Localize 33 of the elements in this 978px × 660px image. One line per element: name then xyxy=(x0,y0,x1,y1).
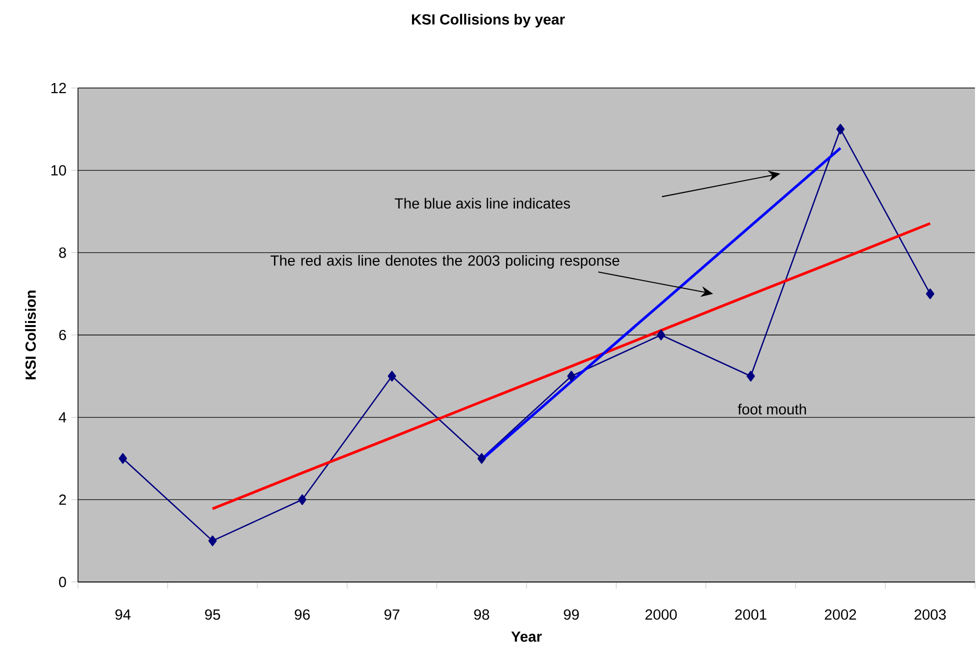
y-tick-label: 6 xyxy=(59,330,66,340)
y-tick-label: 4 xyxy=(58,412,66,422)
point xyxy=(926,288,934,300)
x-tick-label: 2002 xyxy=(824,609,856,620)
point xyxy=(208,535,217,546)
x-tick-label: 99 xyxy=(564,609,579,620)
x-tick-label: 96 xyxy=(294,609,310,620)
point xyxy=(836,124,845,134)
point xyxy=(477,453,486,464)
point xyxy=(298,494,306,505)
x-tick-label: 2003 xyxy=(914,609,946,620)
point xyxy=(567,370,576,382)
x-tick-label: 2000 xyxy=(645,609,677,620)
point xyxy=(746,370,755,382)
y-tick-label: 2 xyxy=(59,494,66,505)
y-tick-label: 10 xyxy=(51,165,66,176)
x-tick-label: 98 xyxy=(474,609,490,620)
point xyxy=(118,453,128,464)
point xyxy=(388,370,396,382)
x-tick-label: 2001 xyxy=(735,609,766,620)
x-tick-label: 94 xyxy=(115,609,131,620)
y-axis-title: KSI Collision xyxy=(25,290,36,380)
annotation: The red axis line denotes the 2003 policing response xyxy=(270,254,620,269)
x-axis-title: Year xyxy=(511,632,542,642)
x-tick-label: 95 xyxy=(205,609,220,620)
annotation: The blue axis line indicates xyxy=(394,198,570,209)
y-tick-label: 8 xyxy=(59,247,66,258)
x-tick-label: 97 xyxy=(384,609,400,620)
y-tick-label: 12 xyxy=(51,82,66,94)
y-tick-label: 0 xyxy=(59,576,66,588)
point xyxy=(656,330,666,340)
chart-title: KSI Collisions by year xyxy=(412,14,565,28)
annotation: foot mouth xyxy=(738,404,806,414)
